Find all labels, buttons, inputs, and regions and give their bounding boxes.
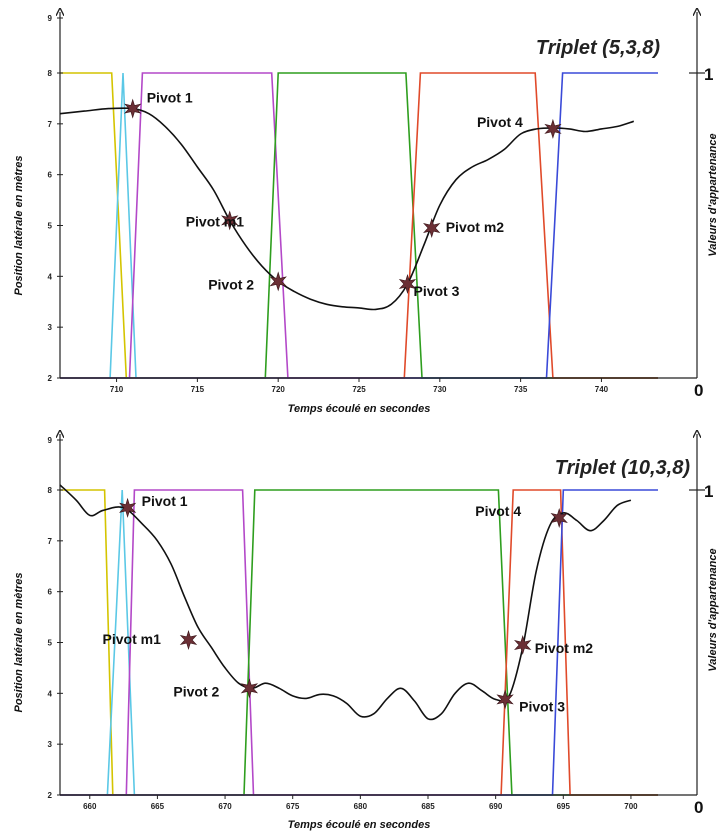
pivot-marker [514,634,532,656]
pivot-marker [550,507,568,529]
x-tick-label: 690 [489,802,503,811]
x-tick-label: 720 [272,385,286,394]
x-tick-label: 715 [191,385,205,394]
x-tick-label: 710 [110,385,124,394]
membership-axis-label: Valeurs d'appartenance [707,133,719,256]
x-tick-label: 685 [421,802,435,811]
y-tick-label: 6 [48,588,53,597]
y-tick-label: 4 [48,272,53,281]
pivot-marker [124,98,142,119]
y-tick-label: 5 [48,222,53,231]
membership-tick-label: 0 [694,798,703,817]
y-tick-label: 3 [48,323,53,332]
y-tick-label: 9 [48,436,53,445]
pivot-label: Pivot 4 [475,503,521,519]
x-tick-label: 730 [433,385,447,394]
pivot-label: Pivot 3 [413,283,459,299]
membership-axis-label: Valeurs d'appartenance [707,548,719,671]
chart-panel-1: 2 3 4 5 6 7 8 9 710 715 720 725 730 735 740 Temps écoul… [13,12,719,415]
y-tick-label: 9 [48,14,53,23]
pivot-label: Pivot 4 [477,114,523,130]
x-tick-label: 660 [83,802,97,811]
pivot-label: Pivot m1 [103,631,162,647]
chart-title: Triplet (10,3,8) [555,457,691,479]
y-tick-label: 8 [48,486,53,495]
trajectory-line [59,107,635,311]
y-tick-label: 7 [48,120,53,129]
trajectory-line [59,484,632,721]
x-axis-label: Temps écoulé en secondes [288,403,431,415]
y-tick-label: 2 [48,791,53,800]
membership-tick-label: 1 [704,65,713,84]
x-tick-label: 725 [352,385,366,394]
x-tick-label: 670 [218,802,232,811]
x-tick-label: 680 [354,802,368,811]
membership-series-2 [60,72,658,379]
pivot-marker [240,678,259,699]
pivot-marker [496,689,514,710]
pivot-label: Pivot m2 [535,640,594,656]
y-tick-label: 5 [48,639,53,648]
y-tick-label: 4 [48,689,53,698]
y-axis-label: Position latérale en mètres [13,156,25,296]
pivot-marker [179,629,198,651]
y-axis-label: Position latérale en mètres [13,573,25,713]
y-tick-label: 2 [48,374,53,383]
pivot-marker [423,217,441,239]
membership-series-3 [60,72,658,379]
y-tick-label: 6 [48,171,53,180]
membership-series-5 [60,72,658,379]
x-tick-label: 695 [557,802,571,811]
pivot-marker [221,210,239,231]
y-tick-label: 3 [48,740,53,749]
pivot-marker [119,497,137,518]
x-tick-label: 740 [595,385,609,394]
membership-series-1 [60,72,658,379]
y-tick-label: 7 [48,537,53,546]
pivot-marker [544,118,562,139]
x-axis-label: Temps écoulé en secondes [288,819,431,831]
chart-panel-2: 2 3 4 5 6 7 8 9 660 665 670 675 680 685 690 695 700 Temps… [13,434,719,831]
pivot-marker [269,271,287,292]
x-tick-label: 675 [286,802,300,811]
pivot-label: Pivot 2 [173,683,219,699]
membership-tick-label: 0 [694,381,703,400]
x-tick-label: 735 [514,385,528,394]
pivot-label: Pivot 2 [208,276,254,292]
pivot-label: Pivot m1 [186,213,245,229]
membership-series-6 [60,72,658,379]
x-tick-label: 700 [624,802,638,811]
pivot-label: Pivot 1 [147,90,193,106]
chart-title: Triplet (5,3,8) [536,37,660,59]
pivot-marker [398,273,417,295]
membership-tick-label: 1 [704,482,713,501]
pivot-label: Pivot m2 [446,219,505,235]
y-tick-label: 8 [48,69,53,78]
membership-series-4 [60,72,658,379]
x-tick-label: 665 [151,802,165,811]
pivot-label: Pivot 1 [142,493,188,509]
pivot-label: Pivot 3 [519,698,565,714]
